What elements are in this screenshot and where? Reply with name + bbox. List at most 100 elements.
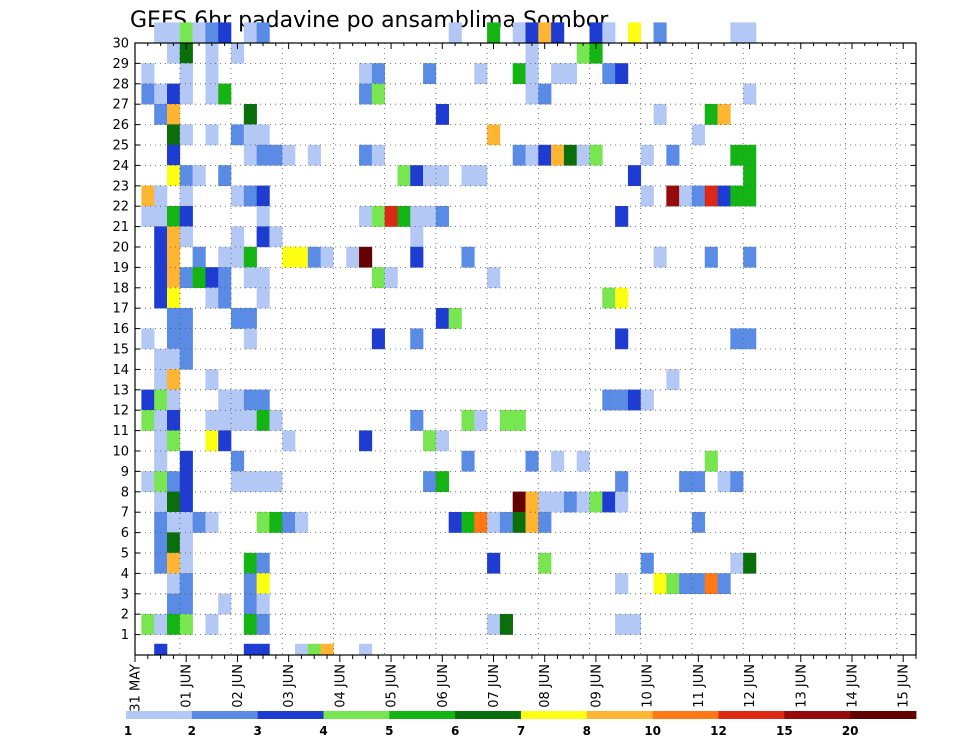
x-tick-label: 04 JUN (333, 664, 348, 708)
colorbar-segment (191, 711, 259, 719)
heatmap-cell (205, 410, 219, 431)
heatmap-cell (256, 144, 270, 166)
heatmap-cell (256, 593, 270, 615)
heatmap-cell (269, 410, 283, 431)
heatmap-cell (243, 267, 257, 288)
heatmap-cell (743, 22, 757, 44)
colorbar-label: 20 (842, 724, 859, 738)
heatmap-cell (154, 206, 168, 227)
heatmap-cell (218, 22, 232, 44)
heatmap-cell (691, 185, 706, 207)
colorbar-segment (652, 711, 719, 719)
heatmap-cell (167, 22, 181, 44)
heatmap-cell (295, 512, 309, 533)
heatmap-cell (218, 83, 232, 105)
heatmap-cell (666, 144, 680, 166)
heatmap-cell (563, 63, 578, 84)
heatmap-cell (423, 63, 437, 84)
heatmap-cell (141, 471, 155, 492)
colorbar-segment (586, 711, 654, 719)
heatmap-cell (474, 410, 488, 431)
y-tick-label: 21 (112, 220, 129, 235)
heatmap-cell (499, 512, 513, 533)
heatmap-cell (615, 287, 629, 309)
heatmap-cell (551, 491, 565, 513)
y-tick-label: 13 (112, 383, 129, 398)
y-tick-label: 10 (112, 445, 129, 460)
heatmap-cell (243, 246, 257, 268)
heatmap-cell (269, 471, 283, 492)
heatmap-cell (704, 450, 718, 472)
heatmap-cell (627, 614, 642, 635)
heatmap-cell (167, 104, 181, 125)
colorbar-segment (389, 711, 456, 719)
heatmap-cell (192, 246, 206, 268)
y-tick-label: 17 (112, 302, 129, 317)
heatmap-cell (141, 328, 155, 350)
heatmap-cell (730, 471, 744, 492)
heatmap-cell (679, 185, 693, 207)
heatmap-cell (512, 491, 526, 513)
heatmap-cell (243, 471, 257, 492)
heatmap-cell (243, 144, 257, 166)
heatmap-cell (167, 144, 181, 166)
colorbar-label: 10 (644, 724, 661, 738)
heatmap-cell (371, 63, 385, 84)
heatmap-cell (218, 267, 232, 288)
heatmap-cell (359, 63, 373, 84)
heatmap-cell (589, 144, 603, 166)
heatmap-cell (525, 63, 539, 84)
heatmap-cell (256, 226, 270, 248)
x-axis: 31 MAY 01 JUN 02 JUN 03 JUN 04 JUN 05 JUN 06 J… (129, 43, 917, 712)
heatmap-cell (461, 246, 475, 268)
y-tick-label: 6 (121, 526, 129, 541)
heatmap-cell (154, 83, 168, 105)
heatmap-cell (141, 389, 155, 411)
heatmap-cell (179, 593, 193, 615)
heatmap-cell (602, 22, 616, 44)
heatmap-cell (154, 369, 168, 390)
heatmap-cell (653, 573, 667, 594)
heatmap-cell (359, 643, 373, 655)
heatmap-cell (231, 185, 245, 207)
heatmap-cell (397, 165, 411, 186)
y-tick-label: 2 (121, 608, 129, 623)
x-tick-label: 01 JUN (180, 664, 195, 708)
colorbar-segment (257, 711, 324, 719)
heatmap-cell (704, 185, 718, 207)
heatmap-cell (525, 491, 539, 513)
heatmap-cell (179, 206, 193, 227)
heatmap-cell (743, 328, 757, 350)
heatmap-cell (256, 471, 270, 492)
heatmap-cell (231, 450, 245, 472)
heatmap-cell (435, 308, 449, 329)
heatmap-cell (205, 63, 219, 84)
heatmap-cell (256, 512, 270, 533)
heatmap-cell (167, 287, 181, 309)
heatmap-cell (371, 144, 385, 166)
grid-lines (135, 42, 916, 655)
x-tick-label: 08 JUN (538, 664, 553, 708)
x-tick-label: 07 JUN (487, 664, 502, 708)
heatmap-cell (167, 348, 181, 370)
heatmap-cell (218, 287, 232, 309)
heatmap-cell (602, 287, 616, 309)
heatmap-cell (167, 491, 181, 513)
heatmap-cell (525, 450, 539, 472)
heatmap-cell (691, 512, 706, 533)
heatmap-cell (435, 165, 449, 186)
heatmap-cell (615, 491, 629, 513)
heatmap-cell (461, 410, 475, 431)
y-tick-label: 30 (112, 37, 129, 52)
heatmap-cell (179, 185, 193, 207)
heatmap-cell (243, 185, 257, 207)
colorbar-label: 2 (188, 724, 196, 738)
heatmap-cell (359, 206, 373, 227)
y-tick-label: 27 (112, 98, 129, 113)
heatmap-cell (141, 410, 155, 431)
heatmap-cell (551, 63, 565, 84)
heatmap-cell (384, 267, 398, 288)
heatmap-cell (551, 144, 565, 166)
heatmap-cell (666, 369, 680, 390)
heatmap-cell (512, 22, 526, 44)
